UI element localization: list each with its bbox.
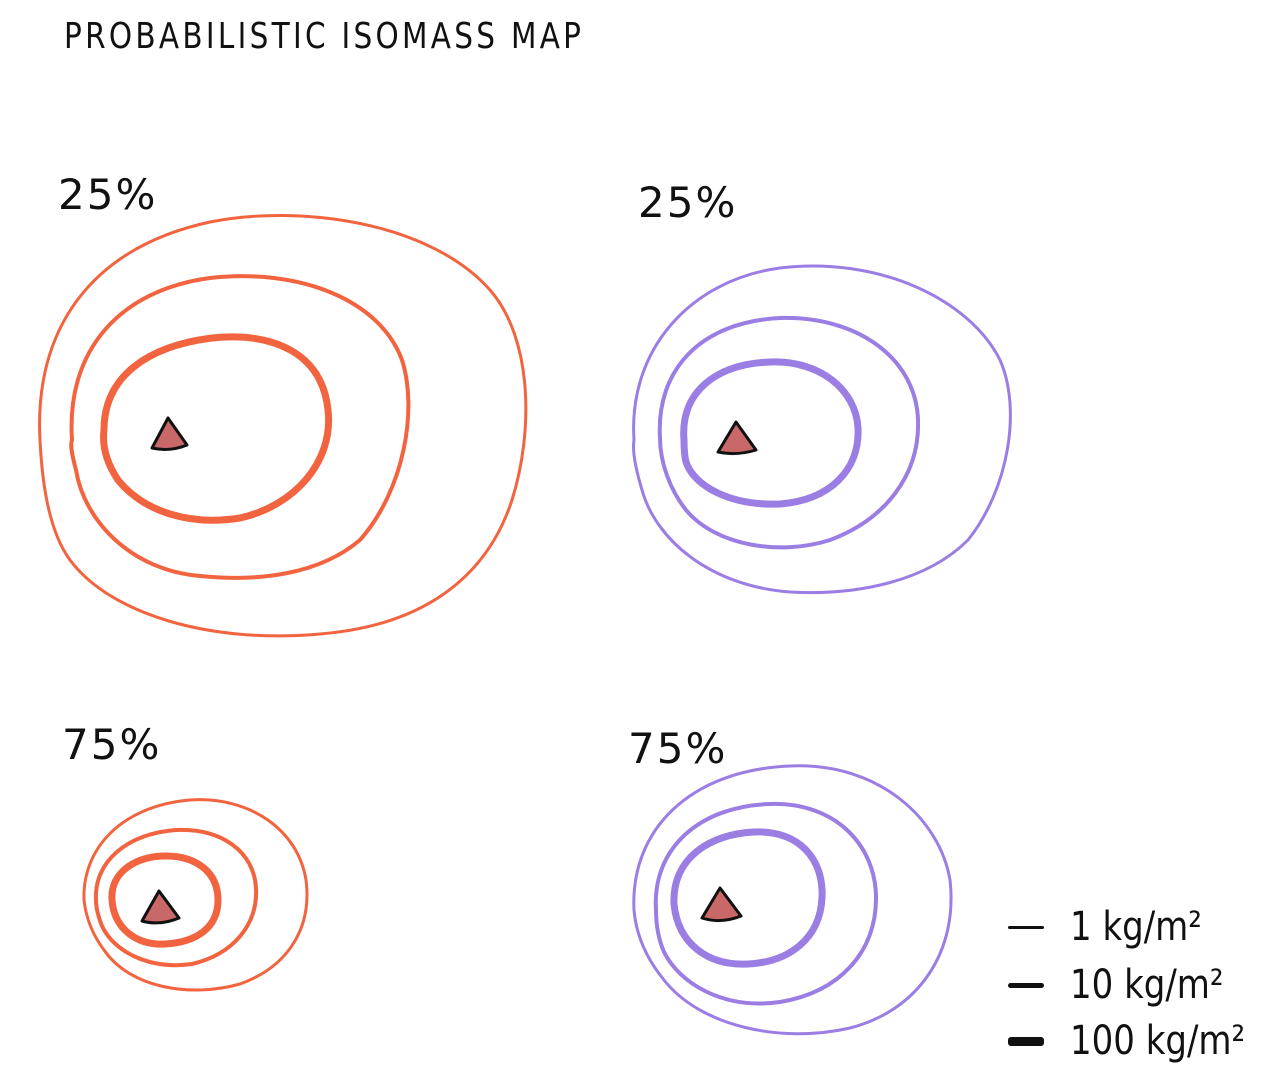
volcano-triangle-icon — [700, 886, 743, 923]
contour-10kg-top-right — [657, 315, 921, 550]
legend-item-10kg: 10 kg/m² — [1008, 962, 1251, 1008]
contour-1kg-bottom-right — [632, 764, 953, 1036]
contour-1kg-top-right — [632, 264, 1012, 595]
contour-10kg-top-left — [69, 274, 411, 580]
contour-100kg-top-left — [100, 333, 333, 524]
panel-bottom-left — [82, 798, 309, 992]
panel-label-top-left: 25% — [58, 170, 158, 219]
panel-top-right — [632, 264, 1012, 595]
legend-swatch-thick — [1008, 1036, 1044, 1046]
legend-swatch-medium — [1008, 982, 1044, 988]
volcano-triangle-icon — [716, 420, 758, 456]
map-title: PROBABILISTIC ISOMASS MAP — [64, 16, 585, 57]
panel-bottom-right — [632, 764, 953, 1036]
panel-label-top-right: 25% — [638, 178, 738, 227]
legend-label: 100 kg/m² — [1070, 1018, 1246, 1064]
volcano-triangle-icon — [150, 416, 189, 451]
legend-label: 10 kg/m² — [1070, 962, 1224, 1008]
panel-top-left — [38, 213, 528, 638]
contour-100kg-bottom-left — [108, 852, 222, 948]
legend-swatch-thin — [1008, 925, 1044, 929]
contour-1kg-bottom-left — [82, 798, 309, 992]
legend-item-100kg: 100 kg/m² — [1008, 1018, 1270, 1064]
contour-100kg-top-right — [680, 358, 862, 508]
volcano-triangle-icon — [140, 889, 181, 925]
legend-label: 1 kg/m² — [1070, 904, 1202, 950]
contour-10kg-bottom-left — [93, 827, 259, 968]
contour-10kg-bottom-right — [653, 801, 879, 1006]
contour-100kg-bottom-right — [670, 828, 826, 968]
legend-item-1kg: 1 kg/m² — [1008, 904, 1225, 950]
panel-label-bottom-right: 75% — [628, 724, 728, 773]
contour-1kg-top-left — [38, 213, 528, 638]
panel-label-bottom-left: 75% — [62, 720, 162, 769]
